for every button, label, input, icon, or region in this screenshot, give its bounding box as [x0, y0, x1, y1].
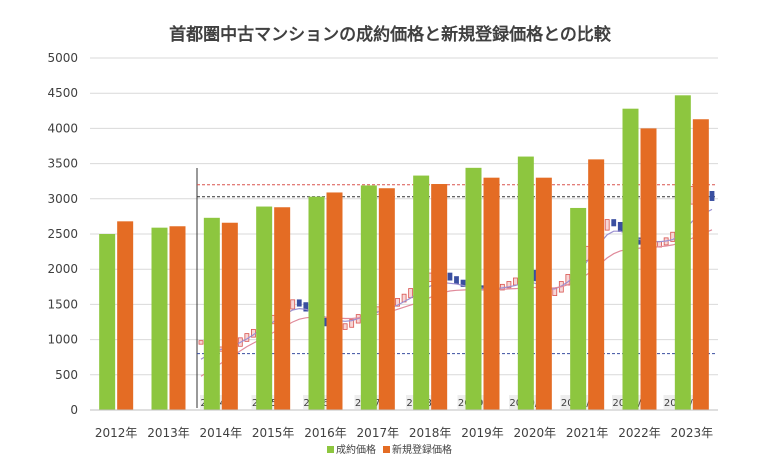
overlay-candle: [709, 191, 715, 201]
x-tick-label: 2015年: [252, 426, 295, 440]
bar-listing-price: [535, 177, 552, 410]
bar-listing-price: [588, 159, 605, 410]
overlay-candle: [611, 219, 617, 227]
bar-contract-price: [99, 234, 116, 410]
y-tick-label: 1500: [47, 297, 78, 311]
overlay-candle: [198, 340, 204, 345]
bar-listing-price: [274, 207, 291, 410]
x-tick-label: 2013年: [147, 426, 190, 440]
bar-listing-price: [431, 184, 448, 410]
y-tick-label: 0: [70, 403, 78, 417]
legend-swatch: [327, 446, 334, 453]
overlay-candle: [513, 277, 518, 286]
x-tick-label: 2014年: [200, 426, 243, 440]
bar-contract-price: [203, 217, 220, 410]
x-tick-label: 2012年: [95, 426, 138, 440]
bar-contract-price: [308, 196, 325, 410]
overlay-candle: [349, 319, 355, 328]
overlay-candle: [303, 302, 309, 312]
y-tick-label: 500: [55, 368, 78, 382]
y-tick-label: 1000: [47, 333, 78, 347]
overlay-candle: [408, 288, 414, 299]
bar-contract-price: [360, 185, 377, 410]
bar-listing-price: [221, 222, 238, 410]
y-tick-label: 4500: [47, 86, 78, 100]
overlay-candle: [342, 323, 348, 330]
bar-contract-price: [465, 167, 482, 410]
x-tick-label: 2016年: [304, 426, 347, 440]
axes: 2012年 2013年 2014年 2015年 2016年 2017年 2018年 2019年…: [90, 409, 718, 440]
bar-contract-price: [674, 95, 691, 410]
legend-swatch: [383, 446, 390, 453]
overlay-candle: [296, 299, 302, 307]
bar-contract-price: [570, 207, 587, 410]
bar-listing-price: [169, 226, 186, 410]
overlay-candle: [460, 279, 466, 287]
y-tick-label: 2000: [47, 262, 78, 276]
x-tick-label: 2022年: [618, 426, 661, 440]
x-tick-label: 2017年: [357, 426, 400, 440]
legend-label: 成約価格: [336, 443, 376, 456]
legend-label: 新規登録価格: [392, 443, 452, 456]
bar-contract-price: [151, 227, 168, 410]
y-tick-label: 2500: [47, 227, 78, 241]
bars: [99, 95, 709, 411]
x-tick-label: 2021年: [566, 426, 609, 440]
y-tick-label: 3500: [47, 157, 78, 171]
bar-contract-price: [517, 156, 534, 410]
bar-listing-price: [326, 192, 343, 410]
overlay-candle: [617, 221, 623, 232]
x-tick-label: 2019年: [461, 426, 504, 440]
overlay-candle: [290, 299, 296, 310]
overlay-candle: [604, 219, 610, 231]
y-tick-label: 4000: [47, 121, 78, 135]
overlay-candle: [552, 288, 558, 296]
overlay-candle: [447, 272, 453, 281]
bar-listing-price: [378, 188, 395, 410]
chart-title: 首都圏中古マンションの成約価格と新規登録価格との比較: [169, 24, 612, 45]
x-tick-label: 2020年: [514, 426, 557, 440]
y-tick-label: 5000: [47, 51, 78, 65]
bar-contract-price: [256, 206, 273, 410]
bar-listing-price: [692, 119, 709, 411]
x-tick-label: 2023年: [671, 426, 714, 440]
overlay-candle: [506, 281, 512, 289]
x-tick-label: 2018年: [409, 426, 452, 440]
bar-listing-price: [483, 177, 500, 410]
bar-listing-price: [640, 128, 657, 410]
overlay-candle: [395, 298, 400, 307]
overlay-candle: [670, 231, 676, 242]
bar-contract-price: [622, 108, 639, 411]
bar-listing-price: [117, 221, 134, 410]
legend: 成約価格 新規登録価格: [327, 443, 452, 456]
y-tick-label: 3000: [47, 192, 78, 206]
bar-contract-price: [413, 175, 430, 410]
gridlines: 0 500 1000 1500 2000 2500 3000 3500 4000 4500 5000: [47, 51, 718, 417]
overlay-candle: [454, 276, 459, 285]
